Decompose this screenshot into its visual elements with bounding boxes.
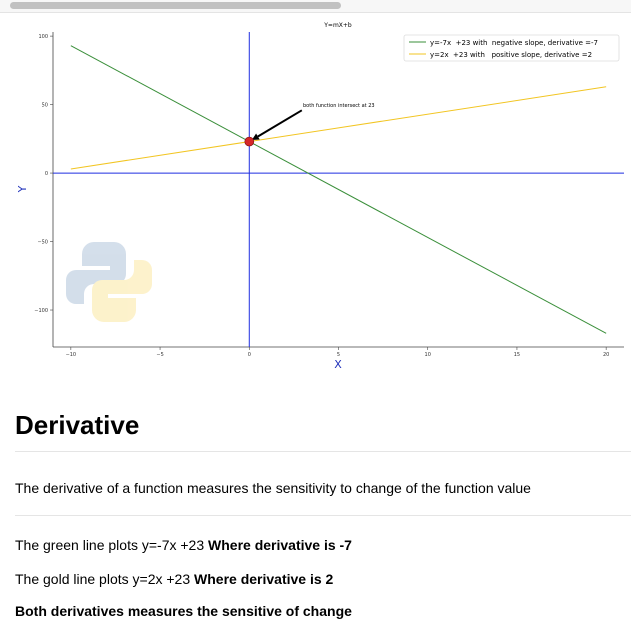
green-line-note: The green line plots y=-7x +23 Where der… [15, 537, 352, 553]
y-tick-label: 50 [42, 103, 48, 109]
horizontal-scrollbar[interactable] [0, 0, 631, 13]
green-note-bold: Where derivative is -7 [208, 537, 352, 553]
y-axis-label: Y [16, 185, 29, 193]
conclusion-note: Both derivatives measures the sensitive … [15, 603, 352, 619]
x-tick-label: −5 [156, 352, 163, 358]
series-lines [70, 45, 607, 334]
green-note-text: The green line plots y=-7x +23 [15, 537, 209, 553]
series-line-gold [70, 86, 607, 170]
gold-note-bold: Where derivative is 2 [194, 571, 334, 587]
scrollbar-thumb[interactable] [10, 2, 341, 9]
legend: y=-7x +23 with negative slope, derivativ… [403, 34, 620, 62]
reference-lines [53, 32, 624, 347]
section-heading: Derivative [15, 410, 140, 440]
legend-box [403, 34, 620, 62]
x-tick-label: 5 [337, 352, 340, 358]
divider [15, 515, 631, 516]
gold-note-text: The gold line plots y=2x +23 [15, 571, 195, 587]
divider [15, 451, 631, 452]
y-tick-label: −50 [37, 240, 48, 246]
series-line-green [70, 45, 607, 334]
intersection-marker [244, 136, 255, 147]
annotation-arrowhead [251, 133, 260, 141]
gold-line-note: The gold line plots y=2x +23 Where deriv… [15, 571, 333, 587]
x-tick-label: 20 [603, 352, 609, 358]
legend-entry-gold: y=2x +23 with positive slope, derivative… [430, 51, 592, 59]
python-logo-watermark [66, 242, 152, 322]
x-axis-label: X [334, 358, 342, 371]
notes-section: Derivative The derivative of a function … [15, 410, 631, 619]
chart-title: Y=mX+b [323, 22, 352, 29]
legend-entry-green: y=-7x +23 with negative slope, derivativ… [430, 39, 598, 47]
markers [244, 109, 303, 147]
x-tick-label: 15 [514, 352, 520, 358]
intro-text: The derivative of a function measures th… [15, 480, 531, 496]
y-tick-label: 100 [38, 34, 48, 40]
x-tick-label: 10 [425, 352, 431, 358]
y-tick-label: 0 [45, 171, 48, 177]
x-tick-label: −10 [66, 352, 77, 358]
annotation-arrow [257, 109, 303, 138]
x-tick-label: 0 [248, 352, 251, 358]
annotation-text: both function intersect at 23 [303, 103, 375, 109]
y-tick-label: −100 [34, 308, 48, 314]
